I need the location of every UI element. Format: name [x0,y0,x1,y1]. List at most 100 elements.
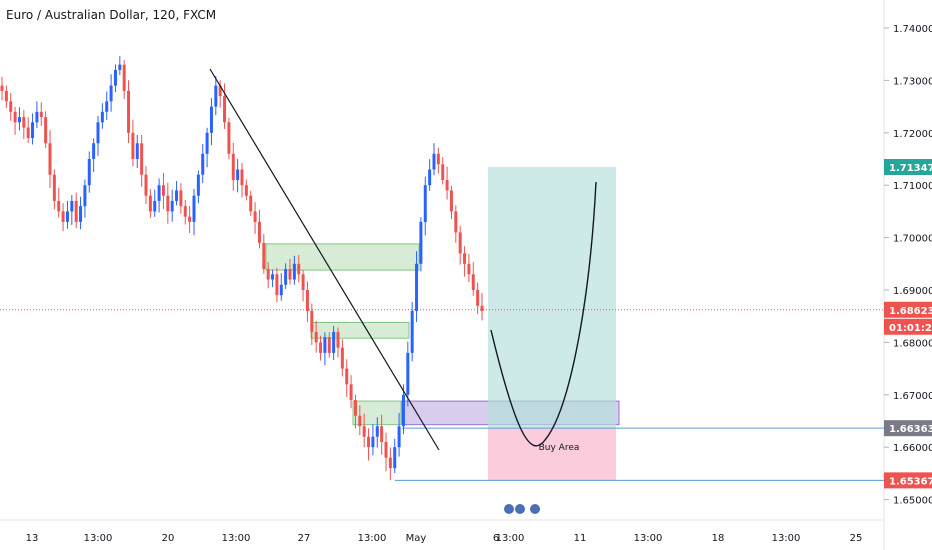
candle-body [205,132,209,154]
candle-body [17,117,21,123]
candle-body [380,426,384,442]
event-marker-icon[interactable] [504,504,514,514]
candle-body [170,200,174,212]
candle-body [436,153,440,165]
candle-body [122,64,126,91]
candle-body [419,221,423,264]
candle-body [140,143,144,175]
candle-body [327,337,331,353]
x-tick-label: 13:00 [772,533,801,544]
candle-body [79,206,83,222]
candle-body [358,415,362,427]
candle-body [44,117,48,144]
event-markers[interactable] [504,504,540,514]
candle-body [188,216,192,222]
price-label-countdown [884,318,932,335]
candle-body [83,185,87,207]
candle-body [196,174,200,196]
candle-body [166,195,170,212]
candle-body [175,190,179,201]
y-tick-label: 1.72000 [893,129,932,140]
candle-body [275,274,279,296]
candle-body [9,101,13,112]
candle-body [480,305,484,311]
candle-body [288,269,292,280]
y-tick-label: 1.65000 [893,496,932,507]
candle-body [301,274,305,290]
candle-body [310,310,314,332]
candle-body [118,64,122,70]
candle-body [388,457,392,469]
event-marker-icon[interactable] [515,504,525,514]
candle-body [384,441,388,458]
candle-body [401,394,405,427]
candle-body [471,274,475,290]
event-marker-icon[interactable] [530,504,540,514]
price-label-last-price [884,301,932,318]
candle-body [458,232,462,254]
chart-title: Euro / Australian Dollar, 120, FXCM [6,8,217,22]
y-tick-label: 1.70000 [893,234,932,245]
y-tick-label: 1.66000 [893,443,932,454]
price-label-text: 01:01:25 [889,323,932,334]
candle-body [305,290,309,311]
candle-body [319,342,323,353]
candle-body [70,200,74,212]
demand-zone[interactable] [310,321,410,339]
candle-body [127,90,131,133]
y-tick-label: 1.69000 [893,286,932,297]
candle-body [240,169,244,186]
candle-body [61,211,65,222]
candle-body [336,331,340,348]
x-tick-label: 18 [712,533,725,544]
candle-body [48,143,52,175]
trend-line[interactable] [209,68,440,451]
y-tick-label: 1.71000 [893,181,932,192]
candle-body [271,274,275,280]
candle-body [65,211,69,222]
candle-body [323,337,327,353]
candle-body [223,96,227,123]
loss-area[interactable] [488,428,616,481]
candle-body [87,159,91,186]
candle-body [4,90,8,102]
candle-body [96,122,100,144]
candle-body [214,85,218,107]
candle-body [135,143,139,159]
candle-body [157,185,161,201]
candle-body [314,331,318,343]
candle-body [218,85,222,97]
candle-body [131,132,135,159]
candle-body [92,143,96,159]
candle-body [279,284,283,296]
candle-body [476,290,480,306]
candle-body [292,263,296,280]
demand-zone[interactable] [265,243,420,271]
x-tick-label: 13:00 [496,533,525,544]
candle-body [52,174,56,201]
candle-body [415,263,419,311]
x-tick-label: 27 [298,533,311,544]
price-label-stop [884,472,932,489]
candle-body [35,111,39,123]
x-tick-label: 13 [26,533,39,544]
price-label-text: 1.65367 [889,476,932,487]
x-tick-label: 6 [493,533,499,544]
x-tick-label: May [406,533,427,544]
candle-body [201,153,205,175]
candle-body [345,368,349,385]
candle-body [39,111,43,118]
price-label-target [884,159,932,176]
candle-body [57,200,61,212]
candle-body [340,347,344,369]
x-tick-label: 11 [574,533,587,544]
candle-body [367,436,371,448]
price-label-level [884,420,932,437]
candle-body [454,211,458,233]
projection-curve[interactable] [490,181,597,447]
y-tick-label: 1.73000 [893,76,932,87]
candle-body [432,153,436,170]
y-tick-label: 1.74000 [893,24,932,35]
candle-body [410,310,414,353]
